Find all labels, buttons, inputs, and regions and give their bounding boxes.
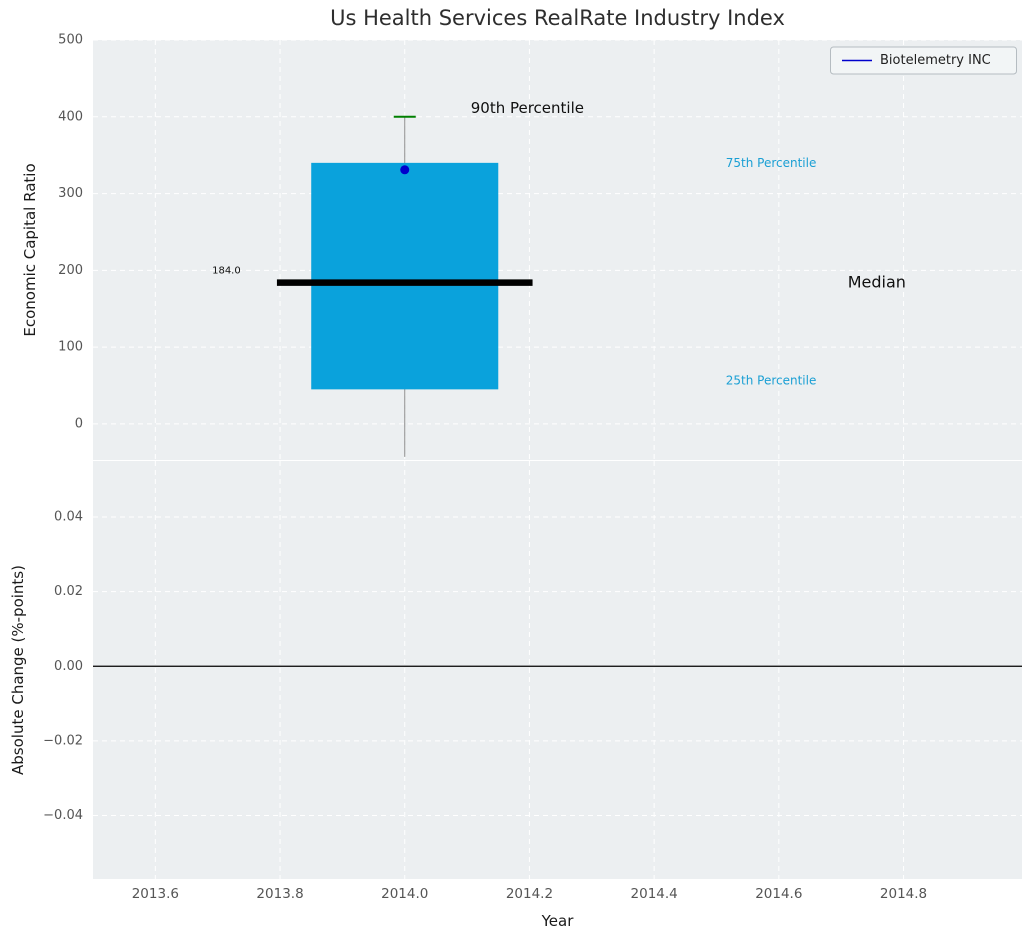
legend-label: Biotelemetry INC bbox=[880, 53, 991, 68]
top-y-tick-label: 100 bbox=[58, 340, 83, 355]
box-quartile-rect bbox=[311, 162, 499, 390]
x-tick-label: 2014.4 bbox=[631, 886, 678, 902]
top-y-tick-label: 500 bbox=[58, 33, 83, 48]
x-axis-label: Year bbox=[541, 912, 574, 930]
top-y-tick-label: 300 bbox=[58, 186, 83, 201]
annotation-median-value: 184.0 bbox=[212, 266, 241, 277]
bottom-y-tick-label: 0.00 bbox=[54, 659, 83, 674]
bottom-y-tick-label: 0.04 bbox=[54, 509, 83, 524]
x-tick-label: 2013.6 bbox=[132, 886, 179, 902]
chart-title: Us Health Services RealRate Industry Ind… bbox=[330, 6, 785, 30]
top-y-tick-label: 400 bbox=[58, 109, 83, 124]
bottom-y-tick-label: 0.02 bbox=[54, 584, 83, 599]
x-tick-label: 2013.8 bbox=[256, 886, 303, 902]
top-y-tick-label: 0 bbox=[75, 416, 83, 431]
annotation-median: Median bbox=[848, 273, 906, 292]
bottom-y-tick-label: −0.04 bbox=[43, 808, 83, 823]
x-tick-label: 2014.0 bbox=[381, 886, 428, 902]
legend-box bbox=[830, 46, 1017, 75]
company-data-point bbox=[400, 165, 410, 175]
annotation-90th-percentile: 90th Percentile bbox=[471, 99, 584, 117]
x-tick-label: 2014.8 bbox=[880, 886, 927, 902]
annotation-25th-percentile: 25th Percentile bbox=[726, 373, 817, 387]
top-panel-background bbox=[93, 40, 1022, 460]
annotation-75th-percentile: 75th Percentile bbox=[726, 156, 817, 170]
x-tick-label: 2014.6 bbox=[755, 886, 802, 902]
top-y-axis-label: Economic Capital Ratio bbox=[21, 163, 39, 337]
bottom-panel-background bbox=[93, 461, 1022, 879]
bottom-y-axis-label: Absolute Change (%-points) bbox=[9, 565, 27, 775]
x-tick-label: 2014.2 bbox=[506, 886, 553, 902]
top-y-tick-label: 200 bbox=[58, 263, 83, 278]
bottom-y-tick-label: −0.02 bbox=[43, 733, 83, 748]
